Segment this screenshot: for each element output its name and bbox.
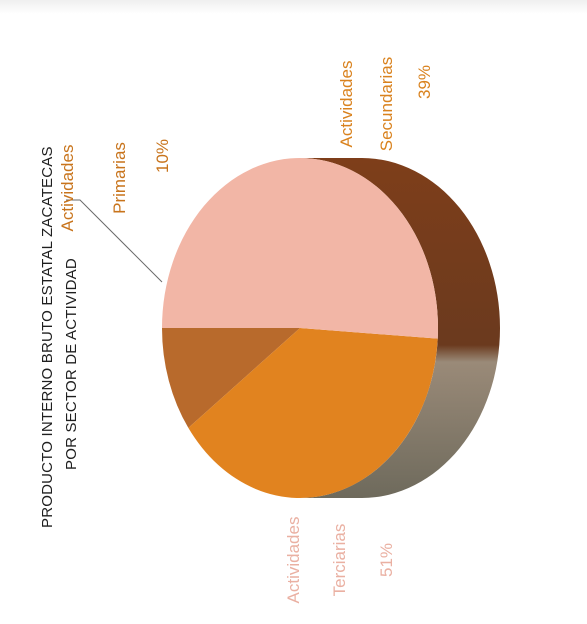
pie-side-wall (300, 158, 500, 498)
label-terciarias-value: 51% (377, 543, 396, 577)
pie-slice-terciarias (162, 157, 438, 339)
label-primarias-value: 10% (153, 139, 172, 173)
label-secundarias-value: 39% (415, 65, 434, 99)
label-terciarias-line-2: Terciarias (330, 524, 349, 597)
slice-label-secundarias: Actividades Secundarias 39% (337, 57, 434, 152)
label-terciarias-line-1: Actividades (284, 517, 303, 604)
label-primarias-line-2: Primarias (110, 142, 129, 214)
chart-title-line-1: PRODUCTO INTERNO BRUTO ESTATAL ZACATECAS (39, 146, 56, 528)
label-secundarias-line-1: Actividades (337, 61, 356, 148)
scan-artifact (0, 0, 587, 14)
pie-slice-secundarias (188, 328, 438, 499)
chart-title-line-2: POR SECTOR DE ACTIVIDAD (63, 258, 80, 470)
pie-slice-primarias (162, 328, 300, 428)
slice-label-terciarias: Actividades Terciarias 51% (284, 517, 396, 604)
chart-title: PRODUCTO INTERNO BRUTO ESTATAL ZACATECAS… (39, 146, 80, 528)
pie-group (162, 157, 500, 499)
label-secundarias-line-2: Secundarias (377, 57, 396, 152)
label-primarias-line-1: Actividades (58, 145, 77, 232)
leader-line-primarias (66, 199, 163, 283)
slice-label-primarias: Actividades Primarias 10% (58, 139, 172, 231)
